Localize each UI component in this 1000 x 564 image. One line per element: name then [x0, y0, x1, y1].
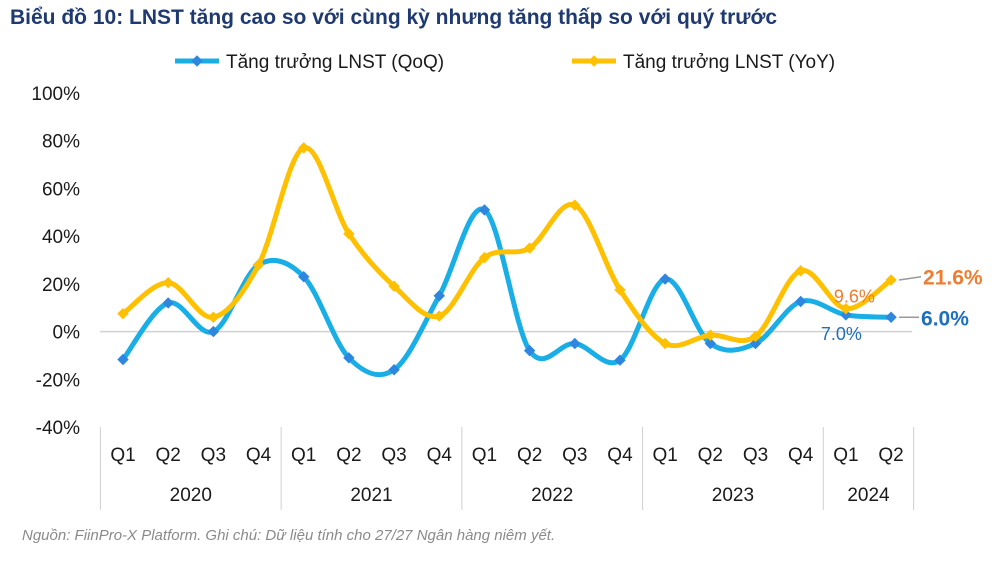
x-tick-label: Q1	[291, 445, 316, 466]
x-tick-label: Q1	[833, 445, 858, 466]
data-point-qoq	[388, 364, 400, 376]
x-tick-label: Q3	[381, 445, 406, 466]
y-tick-label: 60%	[42, 179, 80, 200]
data-point-qoq	[614, 354, 626, 366]
data-point-yoy	[162, 276, 174, 289]
data-point-qoq	[298, 270, 310, 283]
data-point-yoy	[840, 302, 852, 315]
data-point-yoy	[117, 307, 129, 320]
x-tick-label: Q2	[878, 445, 903, 466]
x-tick-label: Q3	[562, 445, 587, 466]
data-point-qoq	[523, 344, 536, 357]
y-tick-label: -20%	[36, 370, 80, 391]
series-line-yoy	[120, 145, 894, 349]
chart-title: Biểu đồ 10: LNST tăng cao so với cùng kỳ…	[10, 6, 778, 29]
data-point-qoq	[749, 337, 762, 350]
data-point-yoy	[614, 284, 626, 296]
data-point-yoy	[749, 330, 762, 343]
data-point-yoy	[478, 251, 491, 264]
y-tick-label: -40%	[36, 418, 80, 439]
data-point-yoy	[704, 329, 717, 341]
x-tick-label: Q2	[517, 445, 542, 466]
data-point-yoy	[523, 242, 536, 254]
data-point-qoq	[478, 204, 491, 216]
data-point-yoy	[298, 142, 310, 154]
x-tick-label: Q4	[607, 445, 633, 466]
data-point-yoy	[343, 228, 355, 240]
year-label: 2020	[170, 485, 212, 506]
data-point-qoq	[885, 311, 897, 323]
legend-label: Tăng trưởng LNST (YoY)	[623, 52, 835, 73]
year-label: 2023	[712, 485, 754, 506]
x-tick-label: Q4	[246, 445, 272, 466]
y-tick-label: 0%	[53, 323, 81, 344]
x-tick-label: Q3	[743, 445, 768, 466]
data-point-yoy	[569, 199, 581, 211]
qoq-last-label: 6.0%	[921, 307, 969, 330]
leader-line	[898, 275, 922, 281]
data-point-yoy	[388, 280, 400, 292]
x-tick-label: Q2	[156, 445, 181, 466]
data-point-yoy	[433, 310, 445, 322]
data-point-qoq	[162, 297, 174, 309]
series-line-qoq	[120, 206, 894, 378]
yoy-prev-label: 9.6%	[834, 287, 875, 307]
data-point-qoq	[207, 325, 220, 338]
data-point-qoq	[569, 337, 581, 350]
x-tick-label: Q2	[698, 445, 723, 466]
data-point-yoy	[794, 265, 807, 277]
y-tick-label: 100%	[31, 84, 80, 105]
y-tick-label: 40%	[42, 227, 80, 248]
x-tick-label: Q1	[652, 445, 677, 466]
x-tick-label: Q2	[336, 445, 361, 466]
x-tick-label: Q1	[472, 445, 497, 466]
x-tick-label: Q4	[427, 445, 453, 466]
qoq-prev-label: 7.0%	[821, 324, 862, 344]
x-tick-label: Q3	[201, 445, 226, 466]
y-tick-label: 20%	[42, 275, 80, 296]
year-label: 2024	[847, 485, 890, 506]
data-point-qoq	[659, 273, 671, 285]
data-point-yoy	[207, 311, 220, 323]
data-point-qoq	[840, 309, 852, 321]
data-point-yoy	[252, 259, 265, 271]
year-label: 2021	[350, 485, 392, 506]
data-point-qoq	[117, 353, 129, 366]
x-tick-label: Q4	[788, 445, 814, 466]
data-point-qoq	[433, 290, 445, 302]
legend-label: Tăng trưởng LNST (QoQ)	[226, 52, 444, 73]
year-label: 2022	[531, 485, 573, 506]
source-note: Nguồn: FiinPro-X Platform. Ghi chú: Dữ l…	[22, 527, 556, 544]
data-point-yoy	[885, 274, 897, 286]
y-tick-label: 80%	[42, 132, 80, 153]
data-point-qoq	[704, 337, 717, 350]
data-point-qoq	[794, 295, 807, 308]
yoy-last-label: 21.6%	[923, 267, 983, 290]
x-tick-label: Q1	[110, 445, 135, 466]
legend-marker	[588, 55, 600, 67]
data-point-yoy	[659, 337, 671, 350]
legend-marker	[191, 55, 203, 67]
data-point-qoq	[343, 352, 355, 364]
